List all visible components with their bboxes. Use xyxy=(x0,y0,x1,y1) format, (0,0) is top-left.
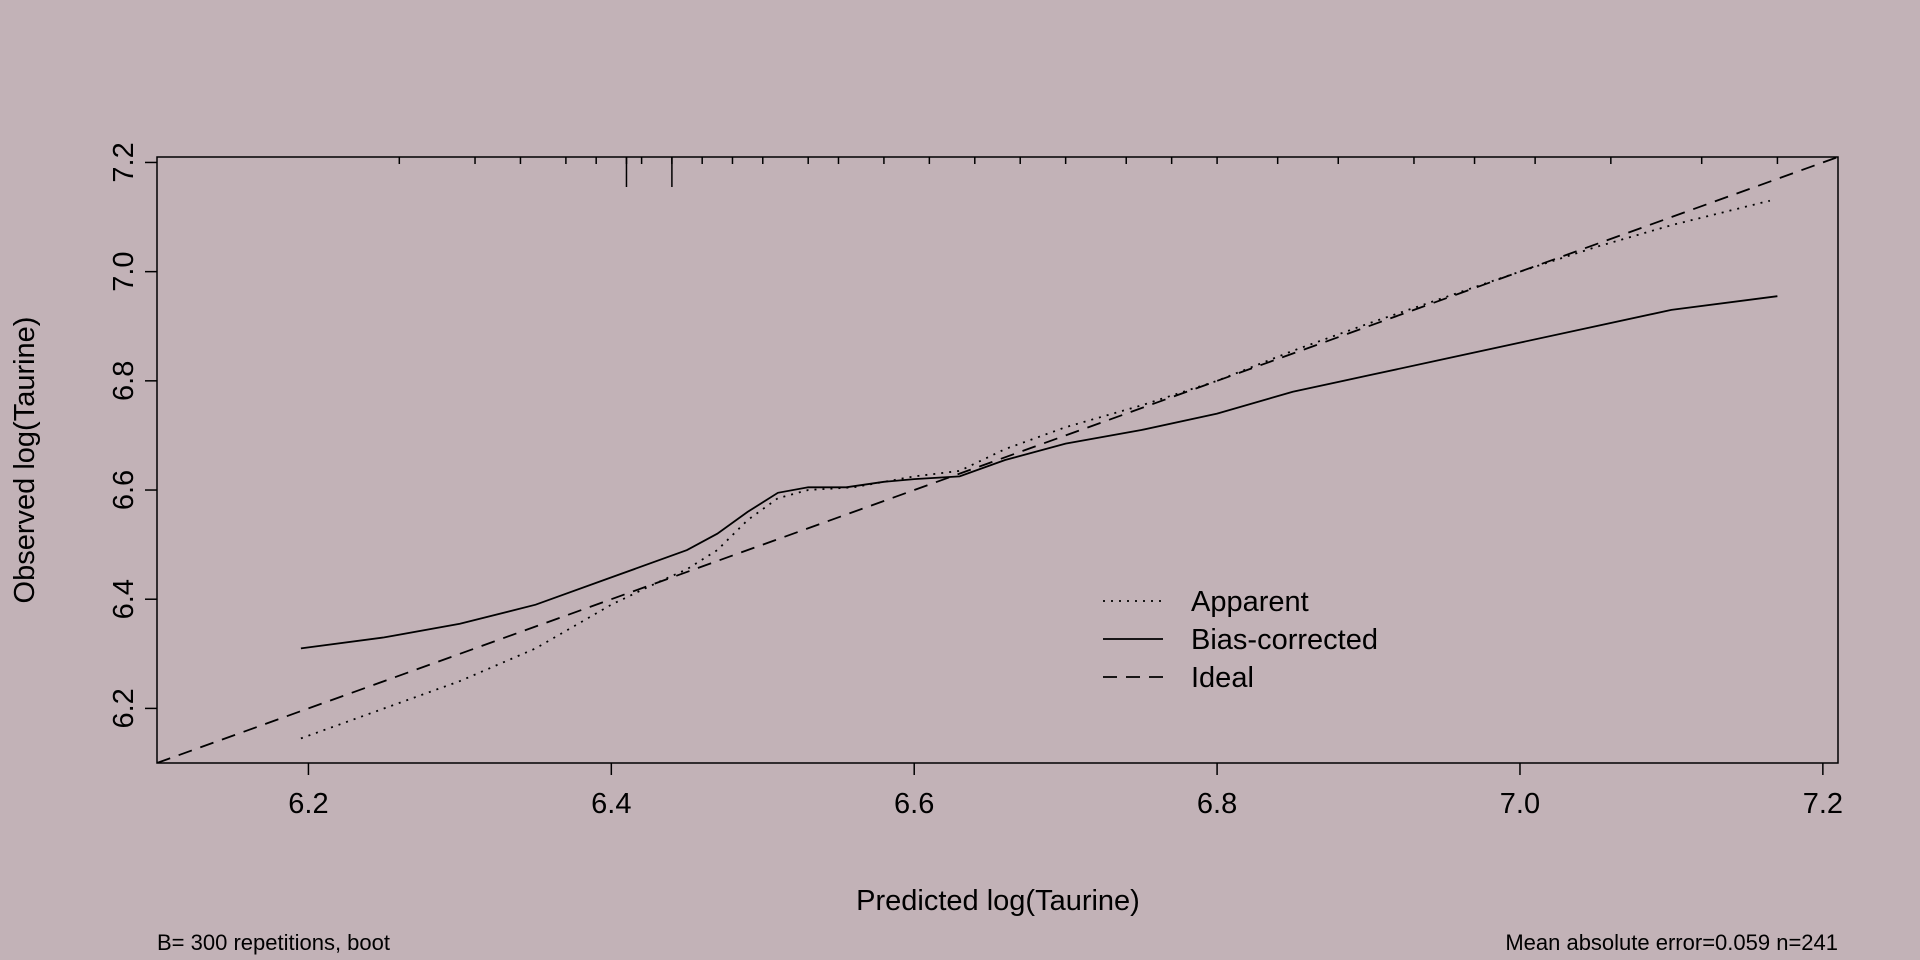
footnote-right: Mean absolute error=0.059 n=241 xyxy=(1505,930,1838,955)
y-tick-label: 6.6 xyxy=(108,470,140,510)
x-tick-label: 6.4 xyxy=(591,788,631,820)
legend: Apparent Bias-corrected Ideal xyxy=(1103,586,1378,694)
footnote-left: B= 300 repetitions, boot xyxy=(157,930,390,955)
y-axis: 6.2 6.4 6.6 6.8 7.0 7.2 xyxy=(108,142,157,729)
series-line-apparent xyxy=(300,199,1771,740)
y-axis-label: Observed log(Taurine) xyxy=(9,317,41,604)
y-tick-label: 6.8 xyxy=(108,361,140,401)
legend-label: Apparent xyxy=(1191,586,1309,618)
y-tick-label: 7.2 xyxy=(108,142,140,182)
legend-label: Ideal xyxy=(1191,662,1254,694)
y-tick-label: 6.2 xyxy=(108,688,140,728)
series-lines xyxy=(157,157,1838,763)
x-tick-label: 7.0 xyxy=(1500,788,1540,820)
x-tick-label: 7.2 xyxy=(1803,788,1843,820)
y-tick-label: 6.4 xyxy=(108,579,140,619)
series-line-bias-corrected xyxy=(300,295,1778,650)
y-tick-label: 7.0 xyxy=(108,251,140,291)
x-tick-label: 6.6 xyxy=(894,788,934,820)
legend-label: Bias-corrected xyxy=(1191,624,1378,656)
rug-marks xyxy=(398,157,1779,187)
plot-frame xyxy=(156,156,1839,764)
x-tick-label: 6.2 xyxy=(288,788,328,820)
x-axis-label: Predicted log(Taurine) xyxy=(856,885,1140,917)
x-tick-label: 6.8 xyxy=(1197,788,1237,820)
x-axis: 6.2 6.4 6.6 6.8 7.0 7.2 xyxy=(288,763,1843,820)
